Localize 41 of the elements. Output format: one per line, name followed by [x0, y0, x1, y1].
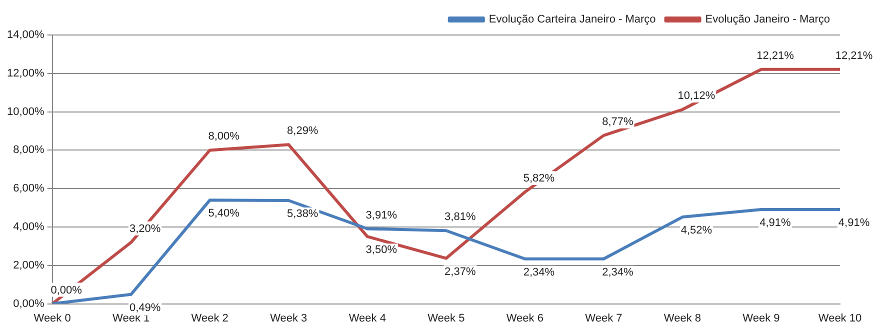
legend-label: Evolução Janeiro - Março: [705, 14, 830, 26]
data-label: 4,91%: [760, 217, 792, 230]
data-label: 5,40%: [208, 208, 240, 220]
data-label: 12,21%: [835, 50, 873, 62]
data-label: 8,29%: [287, 125, 318, 138]
data-label: 2,37%: [444, 266, 476, 278]
x-tick-label: Week 2: [191, 312, 228, 324]
data-label: 10,12%: [678, 90, 716, 102]
data-label: 8,77%: [602, 116, 634, 128]
x-tick-label: Week 7: [585, 312, 622, 324]
data-label: 12,21%: [756, 50, 794, 62]
data-label: 5,82%: [523, 172, 555, 185]
legend-label: Evolução Carteira Janeiro - Março: [488, 14, 656, 26]
y-tick-label: 8,00%: [13, 144, 45, 156]
x-tick-label: Week 6: [506, 312, 544, 324]
y-tick-label: 4,00%: [13, 221, 45, 234]
x-tick-label: Week 10: [818, 312, 862, 324]
data-label: 3,50%: [366, 244, 398, 256]
data-label: 0,49%: [129, 302, 161, 314]
data-label: 3,91%: [366, 209, 398, 222]
x-tick-label: Week 8: [664, 312, 702, 324]
x-tick-label: Week 0: [34, 312, 71, 324]
data-label: 4,52%: [680, 224, 712, 237]
x-tick-label: Week 3: [270, 312, 308, 324]
y-tick-label: 12,00%: [6, 67, 45, 80]
y-tick-label: 0,00%: [13, 298, 45, 310]
data-label: 5,38%: [287, 208, 318, 220]
data-label: 8,00%: [208, 130, 240, 143]
data-label: 3,81%: [444, 211, 476, 224]
y-tick-label: 10,00%: [6, 106, 45, 118]
y-tick-label: 2,00%: [13, 259, 45, 272]
data-label: 0,00%: [50, 284, 82, 296]
x-tick-label: Week 4: [348, 312, 386, 324]
data-label: 4,91%: [838, 217, 870, 230]
data-label: 3,20%: [129, 222, 161, 235]
x-tick-label: Week 5: [428, 312, 465, 324]
x-tick-label: Week 9: [742, 312, 780, 324]
y-tick-label: 14,00%: [6, 29, 45, 42]
data-label: 2,34%: [602, 266, 634, 278]
y-tick-label: 6,00%: [13, 182, 45, 195]
data-label: 2,34%: [523, 266, 555, 278]
